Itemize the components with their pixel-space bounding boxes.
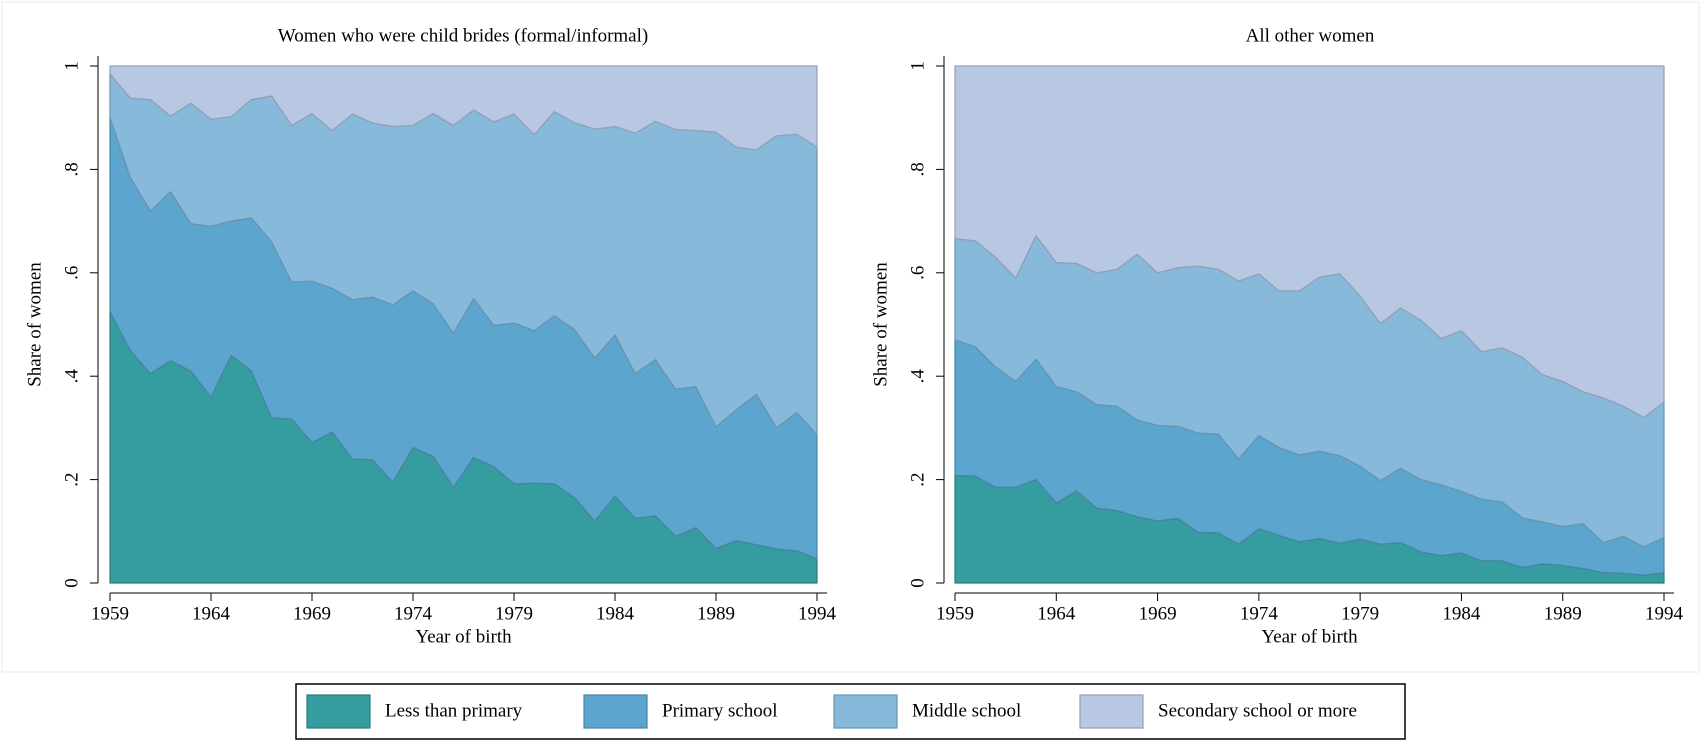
y-tick-label: .8: [61, 162, 82, 176]
x-tick-label: 1959: [936, 603, 974, 624]
legend-key: [306, 694, 371, 729]
y-tick-label: .4: [907, 369, 928, 384]
x-tick-label: 1994: [798, 603, 837, 624]
x-tick-label: 1964: [192, 603, 231, 624]
y-tick-label: .6: [907, 266, 928, 280]
x-tick-label: 1969: [293, 603, 331, 624]
legend-key: [583, 694, 648, 729]
x-axis-label: Year of birth: [415, 626, 512, 647]
legend-label: Secondary school or more: [1158, 700, 1357, 721]
x-tick-label: 1994: [1645, 603, 1684, 624]
legend-label: Middle school: [912, 700, 1021, 721]
y-tick-label: .2: [61, 472, 82, 486]
x-tick-label: 1989: [1544, 603, 1582, 624]
y-tick-label: .6: [61, 266, 82, 280]
chart-title: All other women: [1246, 25, 1375, 46]
x-tick-label: 1979: [1341, 603, 1379, 624]
x-axis-label: Year of birth: [1261, 626, 1358, 647]
area: [109, 65, 818, 151]
chart-title: Women who were child brides (formal/info…: [278, 25, 648, 46]
legend-label: Primary school: [662, 700, 778, 721]
x-tick-label: 1984: [1442, 603, 1481, 624]
y-tick-label: .8: [907, 162, 928, 176]
area: [954, 65, 1665, 419]
legend-key: [833, 694, 898, 729]
y-tick-label: 1: [907, 61, 928, 71]
y-tick-label: .4: [61, 369, 82, 384]
y-axis-label: Share of women: [24, 262, 45, 387]
legend-key: [1079, 694, 1144, 729]
x-tick-label: 1969: [1139, 603, 1177, 624]
x-tick-label: 1984: [596, 603, 635, 624]
x-tick-label: 1979: [495, 603, 533, 624]
y-tick-label: 1: [61, 61, 82, 71]
x-tick-label: 1964: [1037, 603, 1076, 624]
y-tick-label: 0: [61, 578, 82, 588]
x-tick-label: 1974: [1240, 603, 1279, 624]
legend-label: Less than primary: [385, 700, 523, 721]
y-tick-label: .2: [907, 472, 928, 486]
x-tick-label: 1974: [394, 603, 433, 624]
y-axis-label: Share of women: [870, 262, 891, 387]
y-tick-label: 0: [907, 578, 928, 588]
x-tick-label: 1959: [91, 603, 129, 624]
x-tick-label: 1989: [697, 603, 735, 624]
